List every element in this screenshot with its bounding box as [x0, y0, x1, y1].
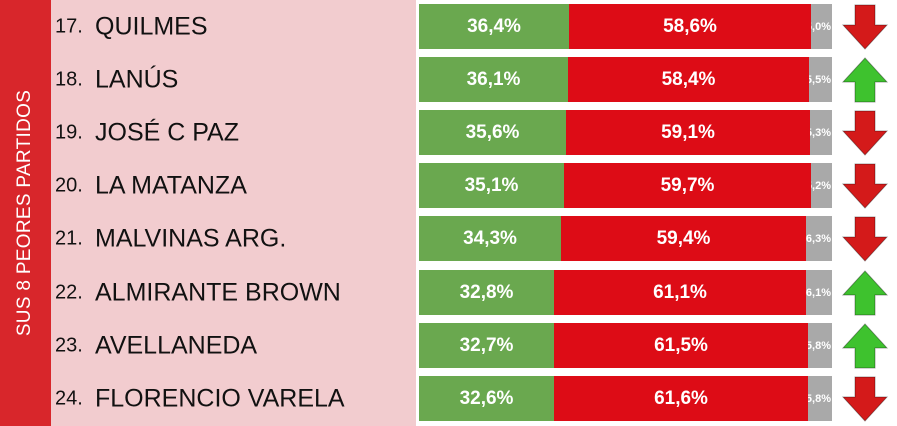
arrow-down-icon	[841, 110, 889, 156]
stacked-bar: 36,4%58,6%5,0%	[419, 4, 832, 49]
arrow-up-icon	[841, 57, 889, 103]
bar-segment-gray: 5,8%	[808, 376, 832, 421]
stacked-bar: 34,3% 59,4% 6,3%	[419, 216, 832, 261]
row-name: MALVINAS ARG.	[95, 224, 287, 252]
row-name: JOSÉ C PAZ	[95, 118, 240, 146]
row-rank: 18.	[55, 68, 83, 90]
bar-segment-green: 32,6%	[419, 376, 554, 421]
bar-segment-green: 32,8%	[419, 270, 554, 315]
stacked-bar: 35,1%59,7%5,2%	[419, 163, 832, 208]
bar-segment-red: 59,7%	[564, 163, 811, 208]
bar-segment-red: 61,6%	[554, 376, 808, 421]
bar-segment-gray: 5,0%	[811, 4, 832, 49]
chart-row: 19. JOSÉ C PAZ 35,6%59,1%5,3%	[0, 106, 897, 159]
bar-segment-green: 34,3%	[419, 216, 561, 261]
row-name: FLORENCIO VARELA	[95, 384, 345, 412]
stacked-bar: 35,6%59,1%5,3%	[419, 110, 832, 155]
bar-segment-red: 58,4%	[568, 57, 809, 102]
bar-segment-gray: 5,5%	[809, 57, 832, 102]
row-rank: 24.	[55, 387, 83, 409]
stacked-bar: 32,6% 61,6% 5,8%	[419, 376, 832, 421]
arrow-down-icon	[841, 216, 889, 262]
row-name: QUILMES	[95, 12, 208, 40]
row-rank: 22.	[55, 281, 83, 303]
stacked-bar: 32,7% 61,5% 5,8%	[419, 323, 832, 368]
chart-row: 20. LA MATANZA 35,1%59,7%5,2%	[0, 159, 897, 212]
chart-row: 21. MALVINAS ARG. 34,3% 59,4% 6,3%	[0, 212, 897, 265]
row-rank: 17.	[55, 15, 83, 37]
chart-row: 17. QUILMES 36,4%58,6%5,0%	[0, 0, 897, 53]
bar-segment-green: 36,4%	[419, 4, 569, 49]
bar-segment-green: 35,1%	[419, 163, 564, 208]
row-rank: 20.	[55, 174, 83, 196]
bar-segment-green: 32,7%	[419, 323, 554, 368]
bar-segment-red: 61,5%	[554, 323, 808, 368]
row-name: LANÚS	[95, 65, 179, 93]
bar-segment-green: 35,6%	[419, 110, 566, 155]
arrow-down-icon	[841, 376, 889, 422]
names-panel	[51, 0, 416, 426]
arrow-up-icon	[841, 270, 889, 316]
chart-row: 23. AVELLANEDA 32,7% 61,5% 5,8%	[0, 319, 897, 372]
chart-row: 22. ALMIRANTE BROWN 32,8% 61,1% 6,1%	[0, 266, 897, 319]
bar-segment-red: 59,4%	[561, 216, 806, 261]
row-name: ALMIRANTE BROWN	[95, 278, 341, 306]
bar-segment-green: 36,1%	[419, 57, 568, 102]
arrow-down-icon	[841, 4, 889, 50]
bar-segment-gray: 5,2%	[811, 163, 832, 208]
chart-row: 18. LANÚS 36,1%58,4%5,5%	[0, 53, 897, 106]
row-name: AVELLANEDA	[95, 331, 258, 359]
bar-segment-red: 61,1%	[554, 270, 806, 315]
bar-segment-gray: 5,8%	[808, 323, 832, 368]
chart-row: 24. FLORENCIO VARELA 32,6% 61,6% 5,8%	[0, 372, 897, 425]
row-rank: 21.	[55, 227, 83, 249]
stacked-bar: 36,1%58,4%5,5%	[419, 57, 832, 102]
row-rank: 23.	[55, 334, 83, 356]
row-rank: 19.	[55, 121, 83, 143]
arrow-up-icon	[841, 323, 889, 369]
stacked-bar: 32,8% 61,1% 6,1%	[419, 270, 832, 315]
row-name: LA MATANZA	[95, 171, 247, 199]
bar-segment-red: 58,6%	[569, 4, 811, 49]
bar-segment-gray: 6,3%	[806, 216, 832, 261]
arrow-down-icon	[841, 163, 889, 209]
bar-segment-gray: 6,1%	[806, 270, 832, 315]
bar-segment-red: 59,1%	[566, 110, 810, 155]
bar-segment-gray: 5,3%	[810, 110, 832, 155]
sidebar: SUS 8 PEORES PARTIDOS	[0, 0, 51, 426]
